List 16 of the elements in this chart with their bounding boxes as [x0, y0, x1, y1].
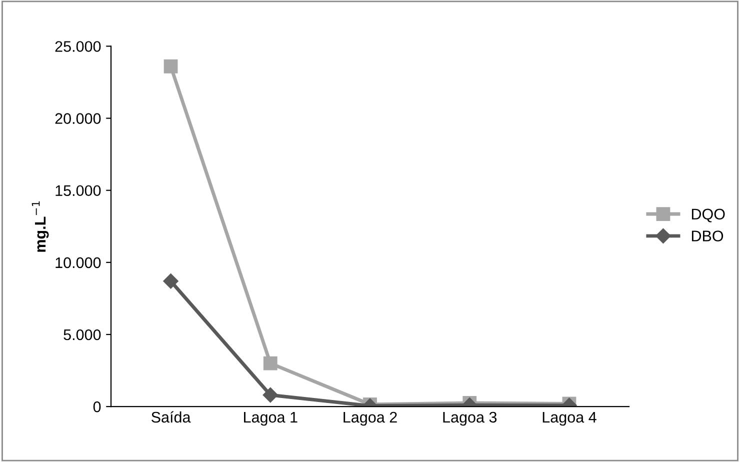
- y-axis-title: mg.L$^{−1}$: [32, 201, 49, 252]
- legend-label: DQO: [692, 208, 725, 222]
- x-tick-label: Saída: [152, 411, 191, 423]
- x-tick-label: Lagoa 4: [542, 412, 596, 426]
- y-tick-label: 20.000: [55, 113, 101, 124]
- point: [163, 274, 178, 289]
- y-tick-label: 15.000: [56, 185, 101, 196]
- x-tick-label: Lagoa 1: [244, 412, 298, 426]
- x-tick-label: Lagoa 2: [344, 412, 397, 426]
- y-tick-label: 10.000: [56, 257, 101, 268]
- y-tick-label: 5.000: [64, 329, 101, 340]
- legend-label: DBO: [692, 230, 724, 242]
- y-tick-label: 25.000: [55, 41, 101, 52]
- point: [164, 59, 178, 74]
- y-tick-label: 0: [93, 401, 101, 412]
- x-tick-label: Lagoa 3: [443, 412, 497, 426]
